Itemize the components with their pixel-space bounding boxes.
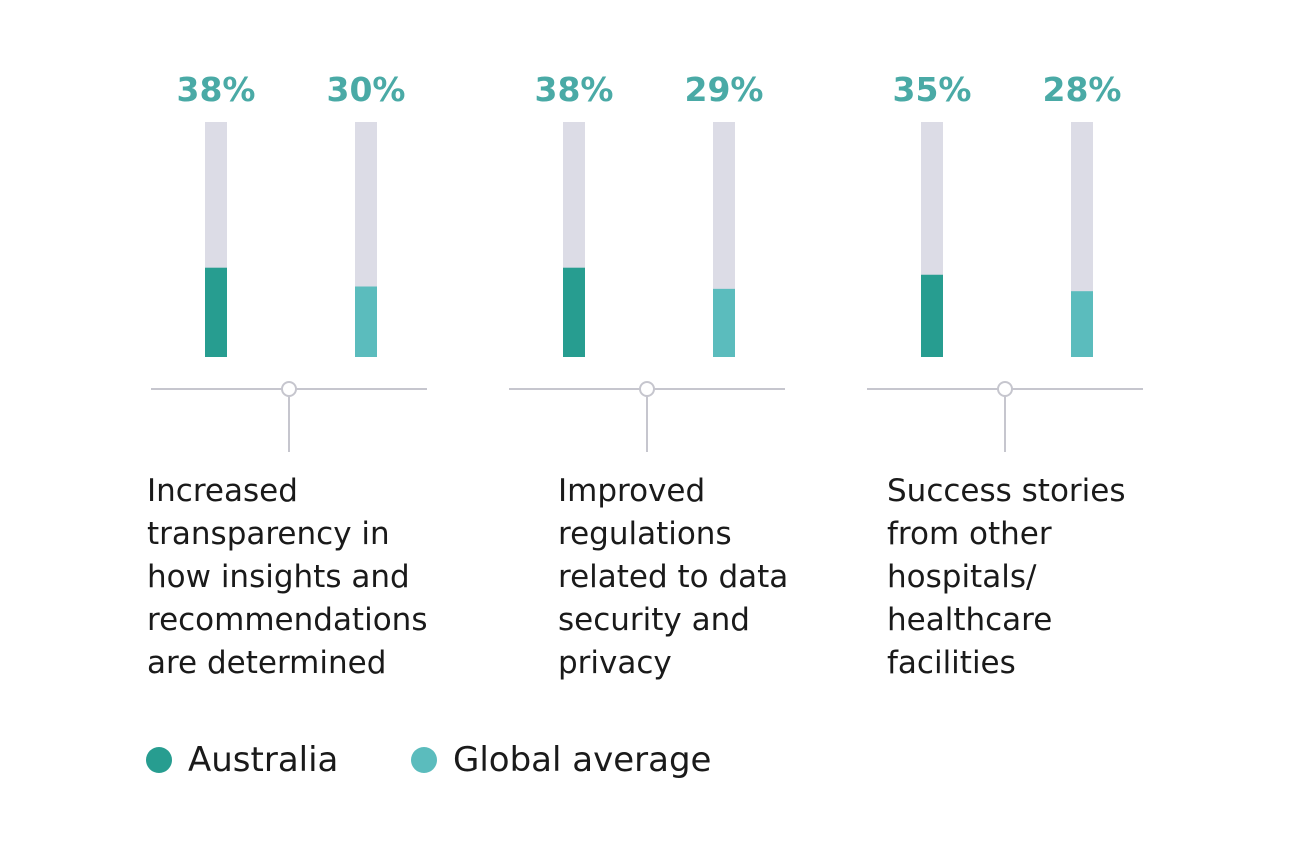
category-label-1: Increased transparency in how insights a… <box>147 473 428 681</box>
legend-label: Australia <box>188 740 339 780</box>
legend-swatch-global <box>411 747 437 773</box>
data-label: 28% <box>1043 70 1122 109</box>
bar-australia <box>921 274 943 357</box>
data-label: 38% <box>535 70 614 109</box>
legend-item-global-average: Global average <box>411 740 711 780</box>
bar-australia <box>205 267 227 357</box>
data-label: 35% <box>893 70 972 109</box>
data-label: 38% <box>177 70 256 109</box>
bar-global-average <box>1071 291 1093 357</box>
data-label: 30% <box>327 70 406 109</box>
bar-global-average <box>355 286 377 357</box>
legend-item-australia: Australia <box>146 740 338 780</box>
data-label: 29% <box>685 70 764 109</box>
axis-marker <box>639 381 655 397</box>
bar-global-average <box>713 288 735 357</box>
category-label-3: Success stories from other hospitals/ he… <box>887 473 1126 681</box>
axis-marker <box>281 381 297 397</box>
legend-swatch-australia <box>146 747 172 773</box>
bar-australia <box>563 267 585 357</box>
axis-marker <box>997 381 1013 397</box>
category-label-2: Improved regulations related to data sec… <box>558 473 789 681</box>
legend-label: Global average <box>453 740 712 780</box>
